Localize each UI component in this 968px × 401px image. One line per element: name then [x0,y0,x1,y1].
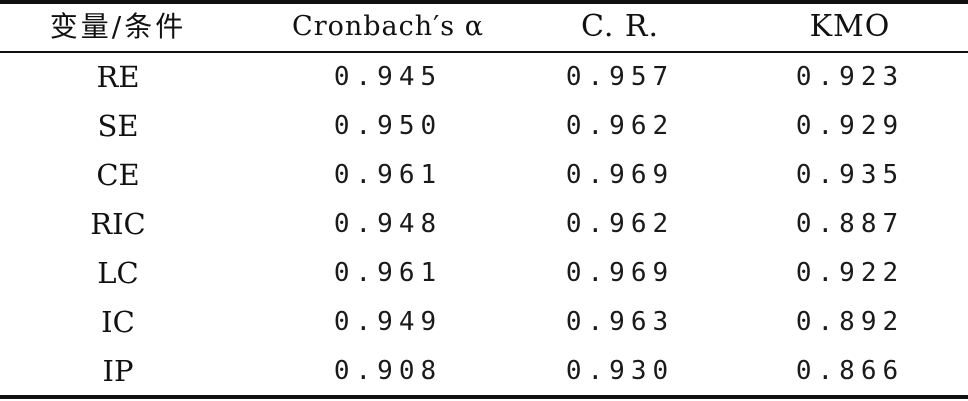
cell-alpha: 0.949 [333,307,443,337]
table-top-rule [0,0,968,4]
header-cronbach-alpha: Cronbach′s α [292,11,484,42]
cell-alpha: 0.950 [333,111,443,141]
cell-kmo: 0.892 [795,307,905,337]
cell-alpha: 0.961 [333,258,443,288]
cell-alpha: 0.948 [333,209,443,239]
cell-variable: LC [97,256,139,290]
cell-alpha: 0.961 [333,160,443,190]
header-cr: C. R. [580,9,660,44]
cell-kmo: 0.866 [795,356,905,386]
cell-cr: 0.969 [565,258,675,288]
cell-kmo: 0.922 [795,258,905,288]
cell-cr: 0.963 [565,307,675,337]
table-bottom-rule [0,395,968,399]
cell-kmo: 0.887 [795,209,905,239]
cell-cr: 0.957 [565,62,675,92]
cell-alpha: 0.908 [333,356,443,386]
table-row: LC 0.961 0.969 0.922 [0,249,968,298]
table-row: SE 0.950 0.962 0.929 [0,102,968,151]
cell-cr: 0.962 [565,209,675,239]
cell-variable: IC [101,305,135,339]
table-row: IP 0.908 0.930 0.866 [0,347,968,396]
cell-variable: CE [96,158,140,192]
table-row: RE 0.945 0.957 0.923 [0,53,968,102]
cell-variable: IP [102,354,134,388]
table-row: IC 0.949 0.963 0.892 [0,298,968,347]
cell-alpha: 0.945 [333,62,443,92]
table-row: CE 0.961 0.969 0.935 [0,151,968,200]
header-variable: 变量/条件 [49,10,187,43]
table-header-row: 变量/条件 Cronbach′s α C. R. KMO [0,4,968,51]
cell-cr: 0.930 [565,356,675,386]
header-kmo: KMO [809,9,891,44]
cell-kmo: 0.923 [795,62,905,92]
cell-variable: RE [96,60,140,94]
cell-kmo: 0.935 [795,160,905,190]
cell-cr: 0.962 [565,111,675,141]
cell-variable: SE [97,109,139,143]
table-header-rule [0,51,968,53]
cell-cr: 0.969 [565,160,675,190]
cell-kmo: 0.929 [795,111,905,141]
cell-variable: RIC [90,207,146,241]
table-body: RE 0.945 0.957 0.923 SE 0.950 0.962 0.92… [0,53,968,395]
table-row: RIC 0.948 0.962 0.887 [0,200,968,249]
